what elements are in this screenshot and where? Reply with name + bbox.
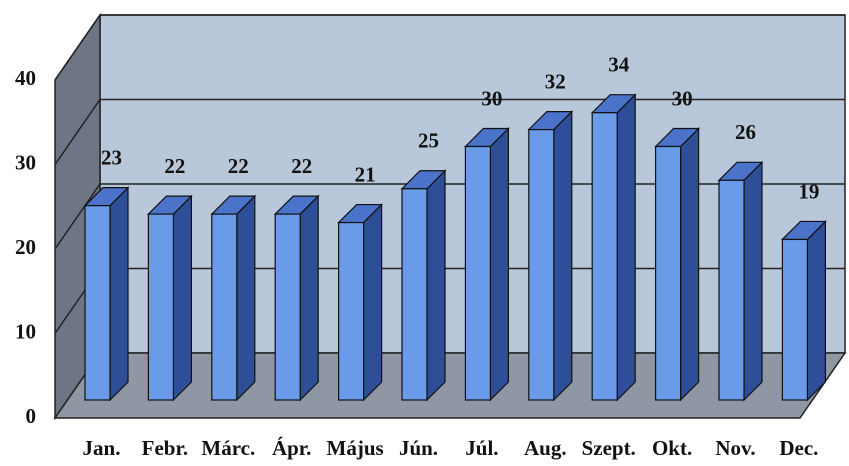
bar: [401, 188, 428, 401]
x-tick-label: Júl.: [465, 436, 498, 460]
bar: [147, 213, 174, 401]
data-label: 22: [164, 154, 185, 178]
y-tick-label: 20: [15, 235, 36, 259]
x-tick-label: Ápr.: [272, 436, 312, 460]
bar: [718, 179, 745, 401]
bar: [781, 238, 809, 401]
x-tick-label: Nov.: [715, 436, 755, 460]
grid-line: [54, 14, 101, 81]
x-tick-label: Okt.: [652, 436, 692, 460]
bar-side: [616, 93, 636, 402]
bar: [84, 205, 111, 401]
bar: [464, 145, 491, 401]
bar-side: [489, 127, 509, 402]
bar: [654, 145, 682, 401]
bar-side: [172, 194, 192, 402]
x-tick-label: Május: [327, 436, 384, 460]
data-label: 23: [101, 145, 122, 169]
y-tick-label: 40: [15, 66, 36, 90]
bar: [591, 112, 618, 401]
data-label: 34: [608, 53, 630, 77]
x-tick-label: Febr.: [142, 436, 188, 460]
x-tick-label: Jún.: [399, 436, 438, 460]
bar: [211, 213, 238, 401]
bar: [274, 213, 301, 401]
bar-side: [109, 186, 129, 402]
bar-side: [743, 160, 763, 402]
x-tick-label: Aug.: [524, 436, 567, 460]
grid-line: [54, 183, 101, 250]
grid-line: [54, 99, 101, 165]
y-tick-label: 30: [15, 150, 36, 174]
data-label: 30: [672, 86, 693, 110]
x-tick-label: Márc.: [201, 436, 255, 460]
y-tick-label: 0: [26, 404, 37, 428]
data-label: 25: [418, 129, 439, 153]
bar: [528, 129, 555, 401]
data-label: 32: [545, 69, 566, 93]
bar-side: [679, 127, 700, 402]
bar-side: [363, 203, 383, 402]
data-label: 19: [798, 179, 819, 203]
data-label: 30: [481, 86, 502, 110]
x-tick-label: Szept.: [582, 436, 636, 460]
data-label: 22: [228, 154, 249, 178]
bar-side: [553, 110, 573, 402]
data-label: 26: [735, 120, 756, 144]
x-tick-label: Jan.: [83, 436, 121, 460]
bar-side: [236, 194, 256, 402]
data-label: 22: [291, 154, 312, 178]
data-label: 21: [355, 162, 376, 186]
y-tick-label: 10: [15, 319, 36, 343]
bar: [338, 221, 365, 401]
bar-side: [426, 169, 446, 402]
x-tick-label: Dec.: [779, 436, 818, 460]
bar-side: [299, 194, 319, 402]
bar-side: [806, 220, 827, 402]
